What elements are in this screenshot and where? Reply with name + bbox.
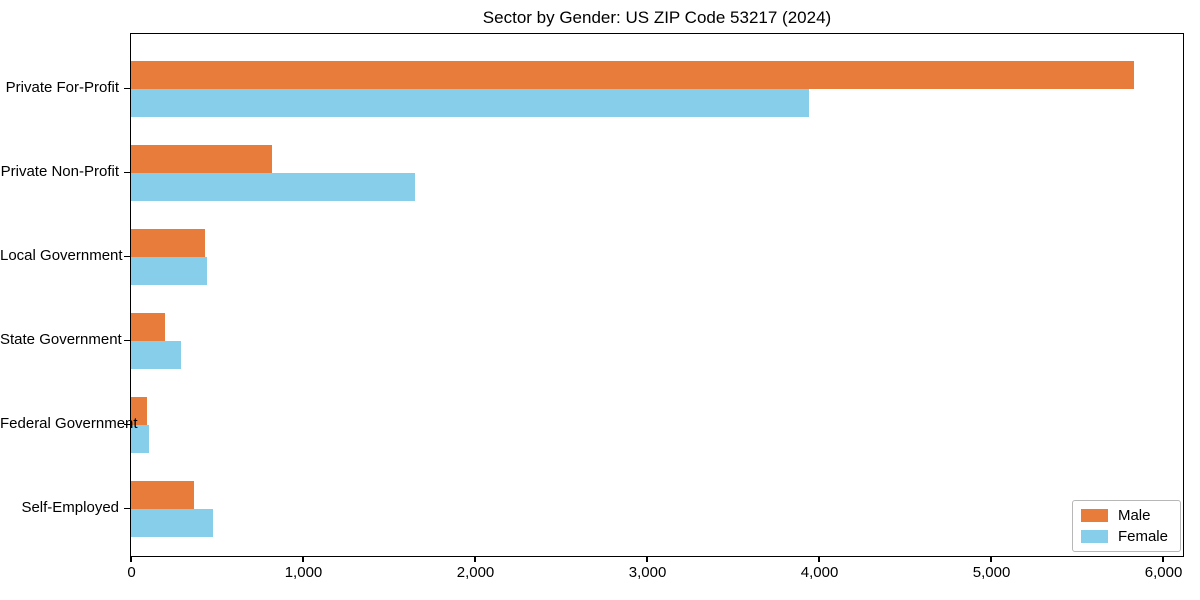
- bar-female: [131, 88, 809, 117]
- x-tick-mark: [474, 555, 476, 562]
- legend-item-female: Female: [1080, 528, 1168, 545]
- bar-male: [131, 228, 205, 257]
- plot-area: Male Female: [124, 33, 1184, 562]
- bar-male: [131, 480, 194, 509]
- x-tick-label: 6,000: [1144, 564, 1183, 581]
- y-tick-mark: [124, 87, 131, 90]
- y-tick-label: Federal Government: [0, 414, 138, 432]
- x-tick-label: 4,000: [800, 564, 839, 581]
- chart-title: Sector by Gender: US ZIP Code 53217 (202…: [482, 8, 832, 27]
- x-tick-label: 3,000: [628, 564, 667, 581]
- y-tick-mark: [124, 507, 131, 510]
- x-tick-mark: [990, 555, 992, 562]
- bar-male: [131, 60, 1134, 89]
- bar-female: [131, 508, 213, 537]
- legend: Male Female: [1071, 500, 1181, 552]
- y-tick-mark: [124, 171, 131, 174]
- y-tick-mark: [124, 255, 131, 258]
- x-tick-label: 2,000: [456, 564, 495, 581]
- bar-male: [131, 312, 166, 341]
- bar-female: [131, 256, 207, 285]
- x-tick-mark: [646, 555, 648, 562]
- legend-item-male: Male: [1080, 507, 1168, 524]
- legend-label-male: Male: [1117, 507, 1151, 524]
- x-tick-mark: [818, 555, 820, 562]
- x-tick-mark: [302, 555, 304, 562]
- y-tick-label: Self-Employed: [21, 498, 119, 516]
- y-tick-mark: [124, 423, 131, 426]
- legend-swatch-female: [1080, 530, 1108, 543]
- legend-swatch-male: [1080, 509, 1108, 522]
- legend-label-female: Female: [1117, 528, 1168, 545]
- bar-female: [131, 340, 181, 369]
- x-tick-label: 1,000: [284, 564, 323, 581]
- x-tick-label: 5,000: [972, 564, 1011, 581]
- x-tick-mark: [1162, 555, 1164, 562]
- x-tick-mark: [130, 555, 132, 562]
- y-tick-label: Local Government: [0, 246, 123, 264]
- bar-male: [131, 396, 148, 425]
- x-tick-label: 0: [127, 564, 136, 581]
- bar-male: [131, 144, 273, 173]
- bar-female: [131, 172, 415, 201]
- bar-female: [131, 424, 150, 453]
- y-tick-label: Private For-Profit: [5, 78, 119, 96]
- y-tick-label: Private Non-Profit: [0, 162, 119, 180]
- y-tick-label: State Government: [0, 330, 122, 348]
- y-tick-mark: [124, 339, 131, 342]
